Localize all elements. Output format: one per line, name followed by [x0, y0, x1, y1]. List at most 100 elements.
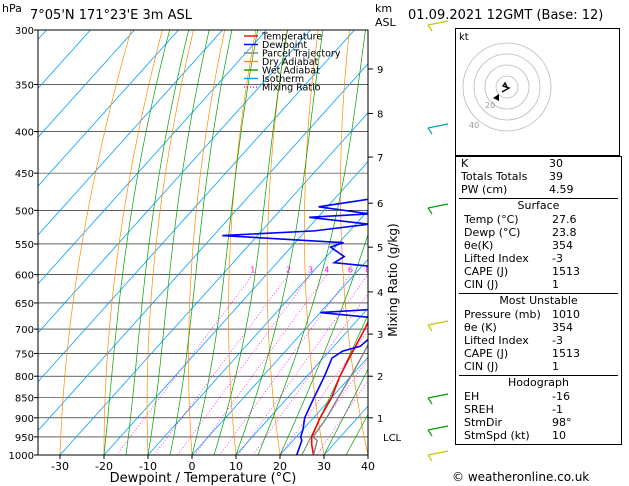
pressure-tick-label: 600	[15, 271, 34, 282]
isotherm-line	[191, 258, 368, 455]
pressure-tick-label: 350	[15, 80, 34, 91]
series-line-temperature	[310, 320, 368, 455]
most-unstable-label: CIN (J)	[464, 360, 499, 373]
mixing-ratio-label: 1	[250, 266, 255, 275]
indices-panel: K 30 Totals Totals 39 PW (cm) 4.59 Surface Te…	[455, 156, 622, 445]
wet-adiabat-line	[103, 30, 170, 455]
dry-adiabat-line	[228, 30, 257, 455]
most-unstable-value: 1513	[552, 347, 580, 360]
isotherm-line	[38, 63, 368, 432]
dry-adiabat-line	[188, 30, 226, 455]
temperature-tick-label: -10	[139, 460, 157, 473]
most-unstable-row: θe (K) 354	[459, 321, 618, 334]
isotherm-line	[147, 209, 368, 455]
isotherm-line	[323, 405, 368, 455]
pressure-tick-label: 750	[15, 349, 34, 360]
index-value: 39	[549, 170, 563, 183]
hodograph-stat-value: 10	[552, 429, 566, 442]
hodograph-plot: kt 20 40	[455, 28, 620, 156]
temperature-tick-label: 10	[229, 460, 243, 473]
index-row: Totals Totals 39	[456, 170, 621, 183]
km-tick-label: 7	[377, 153, 383, 164]
mixing-ratio-label: 4	[324, 266, 329, 275]
hodograph-ring-label: 40	[469, 121, 479, 130]
wind-barb	[427, 203, 449, 209]
legend-label: Dewpoint	[262, 40, 307, 51]
most-unstable-title: Most Unstable	[499, 294, 578, 307]
mixing-ratio-line	[219, 274, 351, 455]
dry-adiabat-line	[340, 30, 368, 455]
surface-row: Dewp (°C) 23.8	[459, 226, 618, 239]
mixing-ratio-line	[153, 274, 289, 455]
mixing-ratio-label: 3	[308, 266, 313, 275]
isotherm-line	[38, 30, 179, 187]
km-tick-label: 4	[377, 288, 383, 299]
hodograph-stat-row: StmDir 98°	[459, 416, 618, 429]
hodograph-unit-label: kt	[459, 32, 469, 43]
hodograph-stat-row: StmSpd (kt) 10	[459, 429, 618, 442]
surface-row: CIN (J) 1	[459, 278, 618, 291]
copyright-notice: © weatheronline.co.uk	[452, 470, 590, 484]
most-unstable-section: Most Unstable Pressure (mb) 1010 θe (K) 354…	[459, 293, 618, 373]
isotherm-line	[59, 112, 368, 455]
index-row: K 30	[456, 157, 621, 170]
wet-adiabat-line	[125, 30, 189, 455]
temperature-tick-label: -20	[95, 460, 113, 473]
legend-label: Parcel Trajectory	[262, 49, 341, 60]
index-value: 4.59	[549, 183, 574, 196]
hodograph-stat-label: SREH	[464, 403, 494, 416]
pressure-tick-label: 300	[15, 26, 34, 37]
pressure-tick-label: 1000	[9, 451, 34, 462]
lcl-label: LCL	[383, 433, 402, 444]
hodograph-stat-row: EH -16	[459, 390, 618, 403]
hodograph-section: Hodograph EH -16 SREH -1 StmDir 98° StmSpd (kt…	[459, 375, 618, 442]
wet-adiabat-line	[147, 30, 210, 455]
mixing-ratio-label: 15	[403, 266, 413, 275]
wind-barb-flag	[427, 324, 433, 332]
temperature-tick-label: 0	[189, 460, 196, 473]
wet-adiabat-line	[279, 233, 368, 455]
index-row: PW (cm) 4.59	[456, 183, 621, 196]
wet-adiabat-line	[235, 30, 324, 455]
surface-title: Surface	[517, 199, 560, 212]
most-unstable-row: CIN (J) 1	[459, 360, 618, 373]
mixing-ratio-line	[237, 274, 368, 455]
km-tick-label: 3	[377, 330, 383, 341]
most-unstable-value: -3	[552, 334, 563, 347]
dry-adiabat-line	[146, 30, 194, 455]
wet-adiabat-line	[257, 30, 366, 455]
km-tick-label: 8	[377, 109, 383, 120]
mixing-ratio-line	[280, 329, 368, 455]
hodograph-stat-label: StmDir	[464, 416, 503, 429]
pressure-tick-label: 900	[15, 414, 34, 425]
mixing-ratio-line	[194, 274, 328, 455]
most-unstable-label: CAPE (J)	[464, 347, 509, 360]
index-label: Totals Totals	[461, 170, 528, 183]
hodograph-ring	[484, 64, 530, 110]
storm-motion-arrow	[493, 94, 499, 101]
mixing-ratio-axis-title: Mixing Ratio (g/kg)	[386, 223, 400, 336]
mixing-ratio-line	[252, 293, 368, 455]
surface-label: Lifted Index	[464, 252, 529, 265]
wind-barb-flag	[427, 207, 433, 215]
x-axis-title: Dewpoint / Temperature (°C)	[110, 471, 297, 486]
isotherm-line	[103, 161, 368, 455]
plot-frame	[37, 29, 369, 456]
legend-label: Isotherm	[262, 74, 304, 85]
hodograph-stat-value: -16	[552, 390, 570, 403]
pressure-tick-label: 800	[15, 372, 34, 383]
mixing-ratio-label: 6	[348, 266, 353, 275]
temperature-tick-label: -30	[51, 460, 69, 473]
hodograph-stat-label: EH	[464, 390, 480, 403]
surface-value: 27.6	[552, 213, 577, 226]
km-tick-label: 5	[377, 243, 383, 254]
legend-label: Dry Adiabat	[262, 57, 319, 68]
hodograph-ring-label: 20	[485, 101, 495, 110]
isotherm-line	[279, 356, 368, 455]
most-unstable-row: Lifted Index -3	[459, 334, 618, 347]
wind-barb-flag	[427, 429, 433, 437]
surface-label: CAPE (J)	[464, 265, 509, 278]
mixing-ratio-line	[177, 274, 311, 455]
legend-label: Temperature	[261, 32, 322, 43]
